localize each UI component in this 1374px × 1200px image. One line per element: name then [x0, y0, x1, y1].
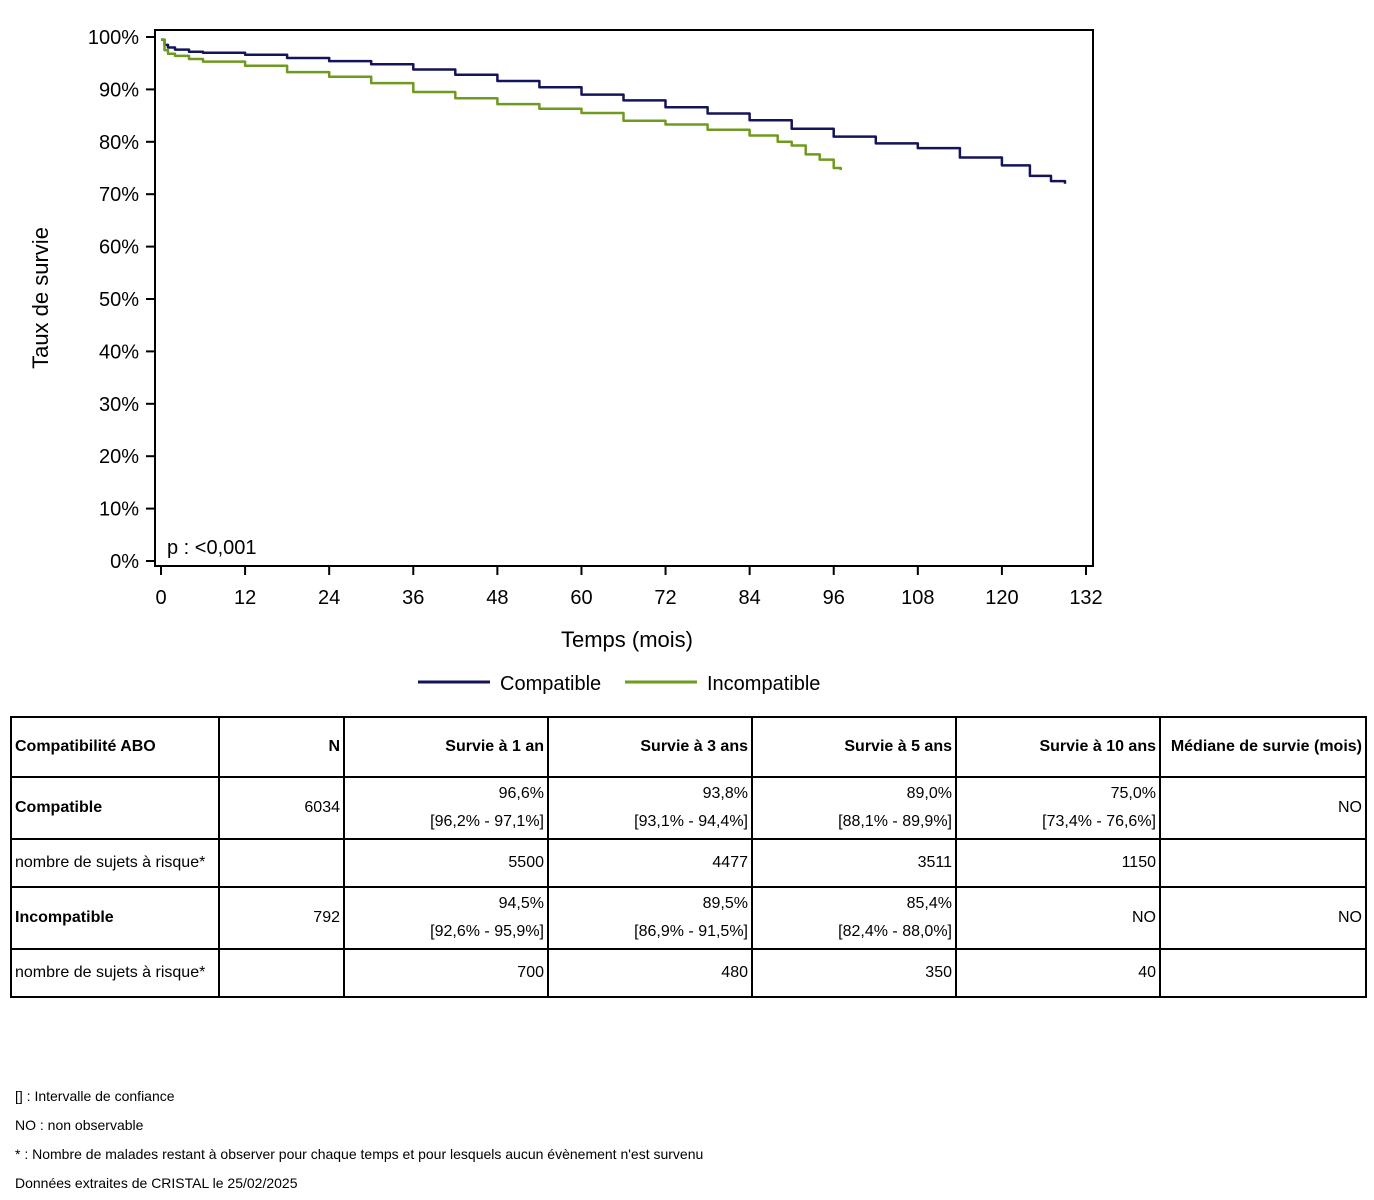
risk-label: nombre de sujets à risque*: [10, 838, 220, 888]
x-tick-label: 36: [402, 587, 424, 609]
header-survival-3y: Survie à 3 ans: [547, 716, 753, 778]
table-header-row: Compatibilité ABO N Survie à 1 an Survie…: [10, 716, 1367, 778]
footnotes: [] : Intervalle de confiance NO : non ob…: [15, 1082, 703, 1198]
survival-cell: 75,0% [73,4% - 76,6%]: [955, 776, 1161, 840]
footnote: NO : non observable: [15, 1117, 144, 1133]
plot-frame: [154, 29, 1094, 567]
median-cell: NO: [1159, 886, 1367, 950]
risk-cell: 1150: [955, 838, 1161, 888]
header-compatibility: Compatibilité ABO: [10, 716, 220, 778]
header-survival-1y: Survie à 1 an: [343, 716, 549, 778]
footnote: [] : Intervalle de confiance: [15, 1088, 175, 1104]
header-survival-5y: Survie à 5 ans: [751, 716, 957, 778]
footnote: Données extraites de CRISTAL le 25/02/20…: [15, 1175, 298, 1191]
series-line-incompatible: [161, 38, 842, 171]
footnote: * : Nombre de malades restant à observer…: [15, 1146, 704, 1162]
legend: Compatible Incompatible: [418, 673, 820, 695]
table-row: Incompatible 792 94,5% [92,6% - 95,9%] 89…: [10, 886, 1367, 950]
header-median: Médiane de survie (mois): [1159, 716, 1367, 778]
survival-cell: 96,6% [96,2% - 97,1%]: [343, 776, 549, 840]
x-axis: 0 12 24 36 48 60 72 84 96 108 120 132: [155, 566, 1103, 609]
survival-chart: 0% 10% 20% 30% 40% 50% 60% 70% 80% 90% 100% 0 12 24 3…: [28, 27, 1103, 695]
risk-cell: 40: [955, 948, 1161, 998]
survival-cell: NO: [955, 886, 1161, 950]
y-axis-label: Taux de survie: [28, 227, 53, 369]
y-tick-label: 40%: [99, 341, 139, 363]
table-row: Compatible 6034 96,6% [96,2% - 97,1%] 93,…: [10, 776, 1367, 840]
table-row: nombre de sujets à risque* 5500 4477 351…: [10, 838, 1367, 888]
empty-cell: [1159, 948, 1367, 998]
x-tick-label: 84: [739, 587, 761, 609]
x-tick-label: 108: [901, 587, 934, 609]
x-tick-label: 96: [823, 587, 845, 609]
series-line-compatible: [161, 38, 1067, 184]
survival-table: Compatibilité ABO N Survie à 1 an Survie…: [10, 716, 1367, 998]
header-survival-10y: Survie à 10 ans: [955, 716, 1161, 778]
risk-cell: 5500: [343, 838, 549, 888]
y-tick-label: 80%: [99, 132, 139, 154]
x-tick-label: 24: [318, 587, 340, 609]
risk-cell: 3511: [751, 838, 957, 888]
y-tick-label: 60%: [99, 237, 139, 259]
y-tick-label: 100%: [88, 27, 139, 49]
y-tick-label: 10%: [99, 499, 139, 521]
x-tick-label: 60: [570, 587, 592, 609]
y-tick-label: 0%: [110, 551, 139, 573]
risk-cell: 700: [343, 948, 549, 998]
median-cell: NO: [1159, 776, 1367, 840]
legend-label-incompatible: Incompatible: [707, 673, 820, 695]
y-tick-label: 30%: [99, 394, 139, 416]
table-row: nombre de sujets à risque* 700 480 350 4…: [10, 948, 1367, 998]
y-tick-label: 70%: [99, 184, 139, 206]
x-tick-label: 132: [1069, 587, 1102, 609]
risk-cell: 350: [751, 948, 957, 998]
x-axis-label: Temps (mois): [561, 627, 693, 652]
group-n: 792: [218, 886, 345, 950]
y-tick-label: 50%: [99, 289, 139, 311]
empty-cell: [218, 948, 345, 998]
header-n: N: [218, 716, 345, 778]
x-tick-label: 48: [486, 587, 508, 609]
x-tick-label: 72: [654, 587, 676, 609]
x-tick-label: 0: [155, 587, 166, 609]
survival-cell: 89,5% [86,9% - 91,5%]: [547, 886, 753, 950]
y-tick-label: 20%: [99, 446, 139, 468]
empty-cell: [218, 838, 345, 888]
p-value-annotation: p : <0,001: [167, 537, 257, 559]
group-label: Compatible: [10, 776, 220, 840]
survival-cell: 93,8% [93,1% - 94,4%]: [547, 776, 753, 840]
survival-cell: 94,5% [92,6% - 95,9%]: [343, 886, 549, 950]
x-tick-label: 120: [985, 587, 1018, 609]
y-axis: 0% 10% 20% 30% 40% 50% 60% 70% 80% 90% 100%: [88, 27, 155, 573]
risk-label: nombre de sujets à risque*: [10, 948, 220, 998]
group-label: Incompatible: [10, 886, 220, 950]
legend-label-compatible: Compatible: [500, 673, 601, 695]
y-tick-label: 90%: [99, 79, 139, 101]
survival-cell: 85,4% [82,4% - 88,0%]: [751, 886, 957, 950]
series-lines: [161, 38, 1067, 184]
risk-cell: 4477: [547, 838, 753, 888]
x-tick-label: 12: [234, 587, 256, 609]
risk-cell: 480: [547, 948, 753, 998]
empty-cell: [1159, 838, 1367, 888]
survival-cell: 89,0% [88,1% - 89,9%]: [751, 776, 957, 840]
group-n: 6034: [218, 776, 345, 840]
